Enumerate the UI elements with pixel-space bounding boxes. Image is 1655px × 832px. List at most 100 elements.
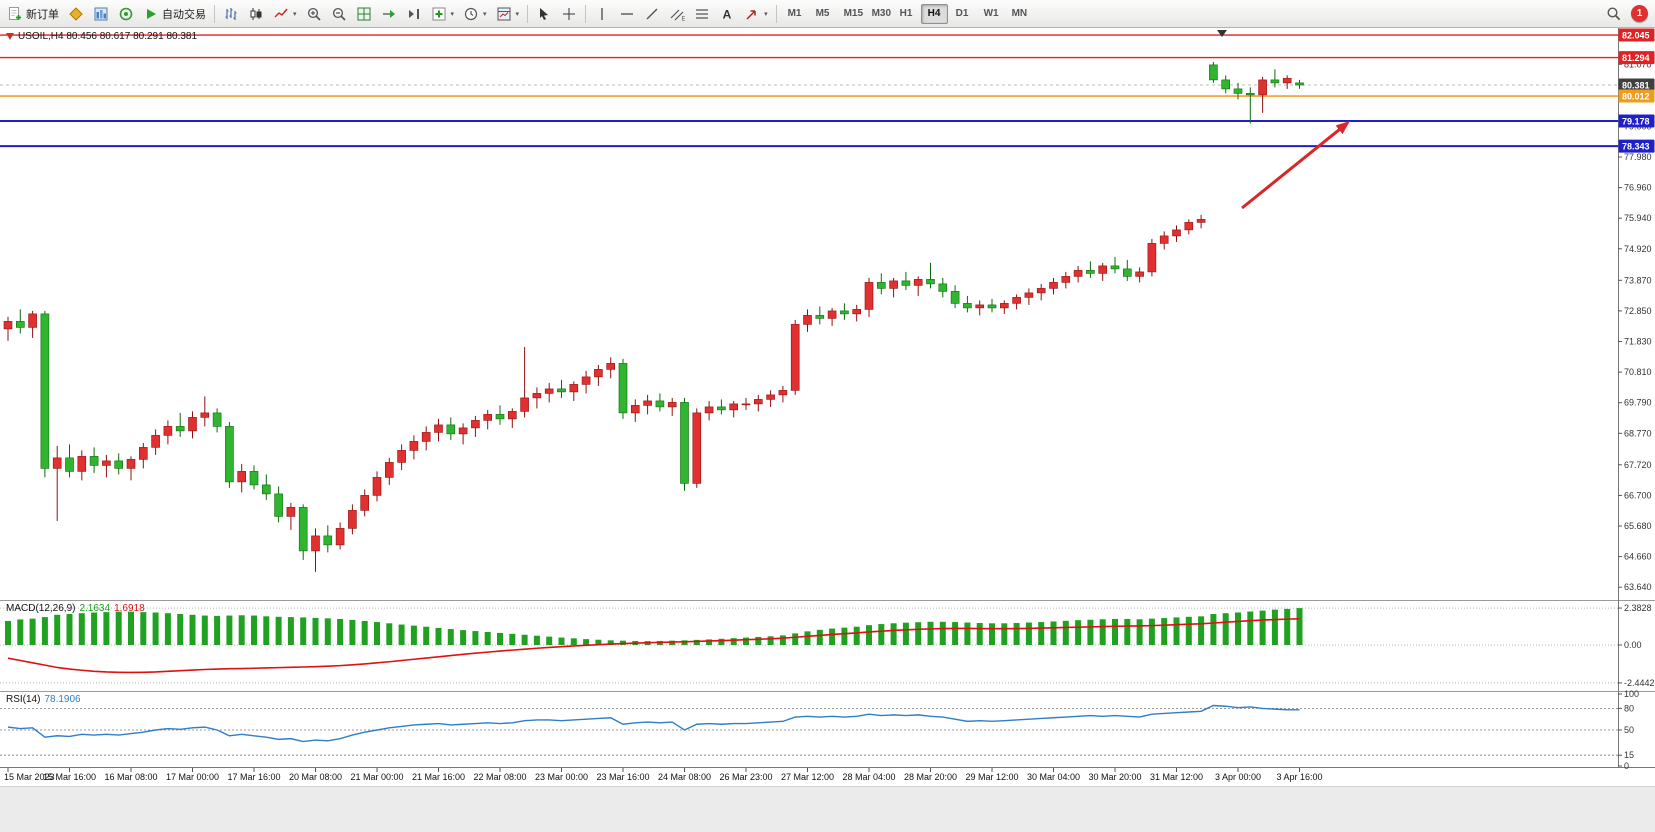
svg-text:29 Mar 12:00: 29 Mar 12:00 [965, 772, 1018, 782]
trend-arrow [1241, 125, 1344, 210]
text-button[interactable]: A [715, 3, 739, 25]
svg-text:2.3828: 2.3828 [1624, 603, 1652, 613]
svg-text:0: 0 [1624, 761, 1629, 771]
cursor-button[interactable] [532, 3, 556, 25]
annotations[interactable] [1217, 30, 1350, 210]
vertical-line-button[interactable] [590, 3, 614, 25]
search-icon[interactable] [1602, 3, 1626, 25]
svg-text:3 Apr 00:00: 3 Apr 00:00 [1215, 772, 1261, 782]
rsi-label: RSI(14) 78.1906 [6, 694, 81, 705]
rsi-value: 78.1906 [44, 694, 81, 705]
svg-text:E: E [682, 16, 686, 22]
svg-text:3 Apr 16:00: 3 Apr 16:00 [1276, 772, 1322, 782]
timeframe-group: M1 M5 M15 M30 H1 H4 D1 W1 MN [781, 3, 1032, 24]
toolbar: 新订单 自动交易 ▾ ▾ ▾ ▾ E A ▾ M1 M5 M15 M30 H1 H4 D1 W1 MN … [0, 0, 1655, 28]
svg-text:73.870: 73.870 [1624, 275, 1652, 285]
toolbar-separator [775, 4, 777, 23]
pane-frame [0, 28, 1655, 768]
svg-text:68.770: 68.770 [1624, 428, 1652, 438]
symbol-icon [6, 33, 14, 40]
tile-windows-button[interactable] [352, 3, 376, 25]
market-watch-button[interactable] [64, 3, 88, 25]
svg-text:80: 80 [1624, 703, 1634, 713]
chart-shift-icon [406, 6, 422, 22]
new-order-icon [7, 6, 23, 22]
timeframe-h1[interactable]: H1 [893, 4, 920, 24]
timeframe-d1[interactable]: D1 [949, 4, 976, 24]
crosshair-icon [561, 6, 577, 22]
crosshair-button[interactable] [557, 3, 581, 25]
svg-text:16 Mar 08:00: 16 Mar 08:00 [104, 772, 157, 782]
indicators-icon [431, 6, 447, 22]
bar-chart-button[interactable] [219, 3, 243, 25]
auto-trading-button[interactable]: 自动交易 [139, 3, 210, 25]
svg-text:63.640: 63.640 [1624, 582, 1652, 592]
svg-text:20 Mar 08:00: 20 Mar 08:00 [289, 772, 342, 782]
chart-shift-button[interactable] [402, 3, 426, 25]
svg-text:70.810: 70.810 [1624, 367, 1652, 377]
timeframe-m1[interactable]: M1 [781, 4, 808, 24]
auto-trading-label: 自动交易 [162, 8, 206, 21]
channel-button[interactable]: E [665, 3, 689, 25]
indicators-button[interactable]: ▾ [427, 3, 459, 25]
candlestick-chart-button[interactable] [244, 3, 268, 25]
fibonacci-button[interactable] [690, 3, 714, 25]
periods-icon [463, 6, 479, 22]
zoom-out-icon [331, 6, 347, 22]
timeframe-mn[interactable]: MN [1005, 4, 1032, 24]
horizontal-line-button[interactable] [615, 3, 639, 25]
macd-signal-line [7, 618, 1300, 674]
svg-text:79.178: 79.178 [1622, 117, 1650, 127]
ohlc-readout: USOIL,H4 80.456 80.617 80.291 80.381 [18, 31, 198, 42]
svg-text:A: A [723, 7, 732, 21]
timeframe-m15[interactable]: M15 [837, 4, 864, 24]
auto-scroll-button[interactable] [377, 3, 401, 25]
trendline-button[interactable] [640, 3, 664, 25]
new-order-button[interactable]: 新订单 [3, 3, 63, 25]
vertical-line-icon [594, 6, 610, 22]
timeframe-m5[interactable]: M5 [809, 4, 836, 24]
horizontal-level-lines[interactable] [0, 34, 1618, 148]
svg-text:80.012: 80.012 [1622, 92, 1650, 102]
svg-text:69.790: 69.790 [1624, 398, 1652, 408]
svg-text:100: 100 [1624, 689, 1639, 699]
terminal-button[interactable] [114, 3, 138, 25]
line-chart-button[interactable]: ▾ [269, 3, 301, 25]
chevron-down-icon: ▾ [764, 10, 768, 18]
macd-main-value: 2.1634 [79, 603, 111, 614]
zoom-in-icon [306, 6, 322, 22]
arrows-button[interactable]: ▾ [740, 3, 772, 25]
rsi-pane [0, 704, 1618, 756]
svg-text:17 Mar 16:00: 17 Mar 16:00 [227, 772, 280, 782]
svg-text:66.700: 66.700 [1624, 490, 1652, 500]
chevron-down-icon: ▾ [450, 10, 455, 18]
svg-text:71.830: 71.830 [1624, 337, 1652, 347]
toolbar-separator [585, 4, 587, 23]
timeframe-h4[interactable]: H4 [920, 3, 948, 24]
timeframe-w1[interactable]: W1 [977, 4, 1004, 24]
new-order-label: 新订单 [26, 8, 59, 21]
zoom-in-button[interactable] [302, 3, 326, 25]
periods-button[interactable]: ▾ [459, 3, 491, 25]
timeframe-m30[interactable]: M30 [865, 4, 892, 24]
macd-label: MACD(12,26,9) 2.1634 1.6918 [6, 603, 145, 614]
templates-button[interactable]: ▾ [492, 3, 524, 25]
zoom-out-button[interactable] [327, 3, 351, 25]
chart-title: USOIL,H4 80.456 80.617 80.291 80.381 [6, 31, 197, 42]
svg-text:22 Mar 08:00: 22 Mar 08:00 [473, 772, 526, 782]
svg-text:67.720: 67.720 [1624, 460, 1652, 470]
svg-text:76.960: 76.960 [1624, 183, 1652, 193]
svg-text:15 Mar 16:00: 15 Mar 16:00 [43, 772, 96, 782]
notification-badge[interactable]: 1 [1631, 5, 1648, 22]
svg-text:15 Mar 2023: 15 Mar 2023 [4, 772, 55, 782]
svg-text:80.381: 80.381 [1622, 80, 1650, 90]
terminal-icon [118, 6, 134, 22]
svg-text:-2.4442: -2.4442 [1624, 678, 1655, 688]
toolbar-separator [214, 4, 215, 23]
templates-icon [496, 6, 512, 22]
navigator-button[interactable] [89, 3, 113, 25]
svg-text:65.680: 65.680 [1624, 521, 1652, 531]
chevron-down-icon: ▾ [293, 10, 297, 18]
candlestick-chart-icon [248, 6, 264, 22]
